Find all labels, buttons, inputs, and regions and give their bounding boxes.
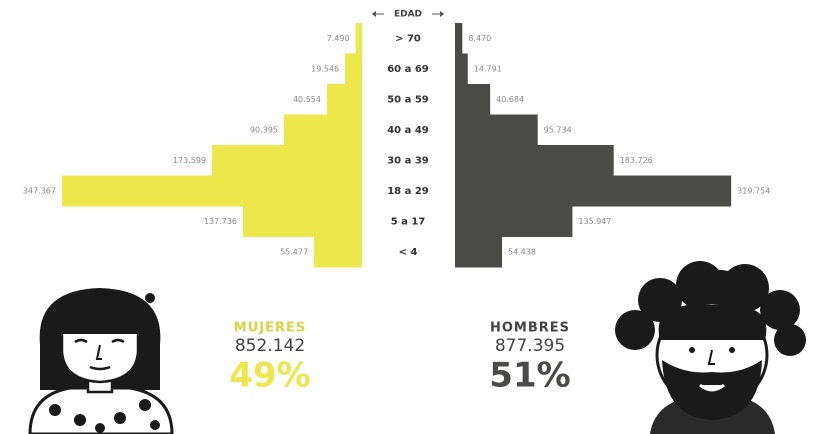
age-label: 50 a 59 [387,94,429,105]
bar [243,206,362,237]
value-label: 54.438 [508,247,536,256]
bar [326,84,362,115]
bar [455,114,538,146]
age-label: 60 a 69 [387,64,429,75]
value-label: 90.395 [250,125,278,134]
bar [314,236,362,268]
bar [212,145,362,176]
age-label: > 70 [395,33,421,44]
arrow-left-head [372,11,376,17]
age-label: < 4 [399,247,418,258]
value-label: 319.754 [737,186,770,195]
value-label: 40.554 [293,95,321,104]
value-label: 135.947 [578,217,611,226]
series-total: 852.142 [235,336,305,356]
axis-header: EDAD [372,10,444,20]
value-label: 40.684 [496,95,524,104]
value-label: 173.599 [173,156,206,165]
value-label: 137.736 [204,217,237,226]
age-label: 30 a 39 [387,155,429,166]
value-label: 8.470 [468,34,491,43]
series-name: HOMBRES [490,321,570,336]
woman-illustration [28,288,174,434]
series-name: MUJERES [234,321,306,336]
value-label: 7.490 [327,34,350,43]
bar [345,53,362,85]
bar [455,84,491,115]
value-label: 55.477 [280,247,308,256]
age-label: 18 a 29 [387,186,429,197]
series-share: 51% [489,356,570,396]
bar [455,53,468,85]
value-label: 95.734 [544,125,572,134]
age-label: 40 a 49 [387,125,429,136]
value-label: 19.546 [311,64,339,73]
arrow-right-head [440,11,444,17]
age-label: 5 a 17 [391,216,426,227]
bar [455,145,614,176]
bar [455,236,503,268]
series-total: 877.395 [495,336,565,356]
value-label: 14.791 [474,64,502,73]
bar [283,114,362,146]
bar [455,175,732,207]
value-label: 183.726 [620,156,653,165]
bar [455,23,463,54]
man-illustration [615,261,806,434]
bar [355,23,362,54]
series-share: 49% [229,356,310,396]
bar [62,175,362,207]
axis-label: EDAD [394,10,422,20]
bar [455,206,573,237]
value-label: 347.367 [23,186,56,195]
